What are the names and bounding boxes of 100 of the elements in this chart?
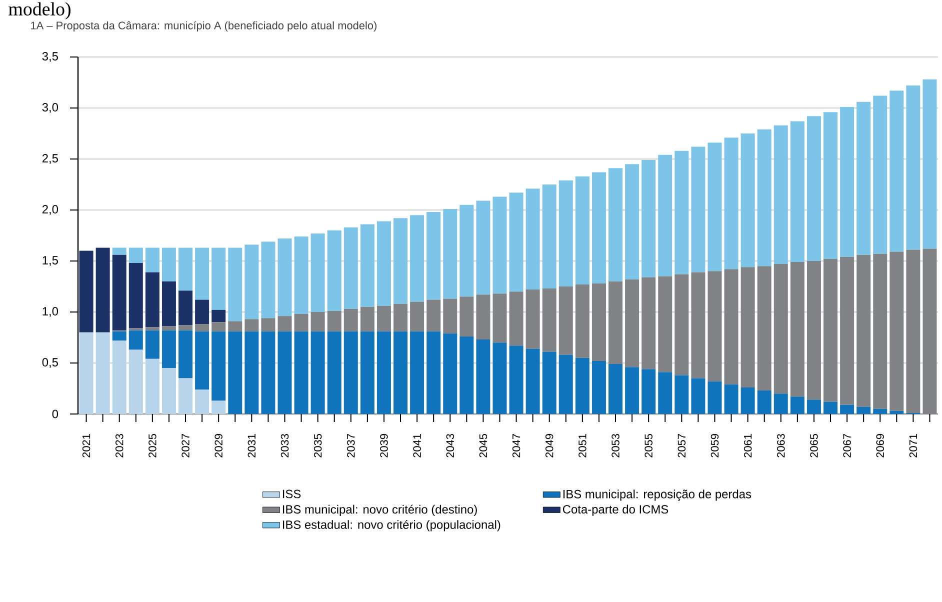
bar (79, 250, 94, 332)
bar (691, 378, 706, 414)
y-tick-label: 0 (52, 410, 58, 418)
bar (261, 331, 276, 414)
bar (327, 230, 342, 311)
bar (890, 252, 904, 411)
bar (542, 352, 556, 414)
bar (228, 331, 242, 414)
legend-label: IBS municipal: reposição de perdas (563, 490, 752, 501)
bar (476, 340, 490, 414)
bar (195, 331, 210, 390)
legend-label: IBS estadual: novo critério (populacional) (282, 520, 500, 532)
x-tick-label: 2047 (512, 434, 520, 458)
bar (112, 254, 126, 330)
bar (806, 400, 821, 414)
bar (112, 340, 126, 414)
x-tick-label: 2029 (214, 434, 222, 458)
bar (443, 333, 458, 414)
bar (261, 318, 276, 332)
text: modelo) (8, 2, 70, 20)
bar (476, 200, 490, 295)
y-tick-label: 2,5 (42, 154, 58, 164)
bar (906, 86, 920, 250)
bar (344, 308, 358, 332)
x-tick-label: 2069 (876, 434, 884, 458)
x-tick-label: 2021 (82, 434, 90, 458)
bar (674, 274, 689, 376)
bar (228, 248, 242, 322)
bar (509, 192, 524, 292)
bar (856, 254, 871, 407)
bar (757, 129, 772, 266)
bar (824, 112, 838, 259)
bar (376, 331, 391, 414)
x-tick-label: 2065 (810, 434, 818, 458)
bar (128, 350, 143, 414)
bar (426, 300, 441, 332)
bar (642, 369, 656, 414)
bar (526, 188, 540, 290)
bar (873, 96, 888, 254)
x-tick-label: 2043 (446, 434, 454, 458)
bar (558, 286, 573, 355)
bar (162, 326, 176, 330)
bar (691, 146, 706, 272)
bar (509, 292, 524, 346)
bar (360, 331, 374, 414)
bar (394, 304, 408, 332)
bar (642, 277, 656, 370)
bar (410, 215, 424, 302)
bar (890, 90, 904, 252)
bar (426, 331, 441, 414)
bar (724, 138, 738, 270)
bar (840, 404, 854, 414)
bar (658, 154, 672, 276)
bar (708, 381, 722, 414)
bar (625, 367, 640, 414)
bar (145, 327, 160, 330)
bar (757, 266, 772, 391)
bar (492, 196, 507, 294)
y-tick-label: 1,5 (42, 256, 58, 266)
bar (212, 322, 226, 332)
bar (526, 290, 540, 349)
x-tick-label: 2037 (347, 434, 355, 458)
bar (476, 294, 490, 340)
x-tick-label: 2053 (612, 434, 620, 458)
bar (592, 283, 606, 361)
bar (162, 248, 176, 282)
bar (327, 310, 342, 332)
legend-label: IBS municipal: novo critério (destino) (282, 504, 477, 516)
x-tick-label: 2057 (678, 434, 686, 458)
x-tick-label: 2033 (280, 434, 289, 458)
bar (824, 402, 838, 414)
bar (724, 384, 738, 414)
bar (625, 164, 640, 280)
bar (195, 390, 210, 414)
bar (806, 116, 821, 261)
bar (145, 330, 160, 359)
bar (460, 204, 474, 297)
bar (244, 244, 259, 320)
bar (608, 364, 623, 414)
x-tick-label: 2055 (644, 434, 652, 458)
x-tick-label: 2041 (413, 434, 421, 458)
bar (840, 256, 854, 405)
bar (212, 248, 226, 310)
bar (906, 250, 920, 413)
bar (575, 284, 590, 358)
bar (873, 254, 888, 409)
bar (740, 267, 755, 388)
bar (492, 342, 507, 414)
bar (394, 331, 408, 414)
bar (575, 358, 590, 414)
y-tick-label: 2,0 (42, 205, 58, 215)
bar (526, 348, 540, 414)
bar (426, 212, 441, 300)
bar (195, 324, 210, 332)
bar (162, 281, 176, 326)
bar (294, 314, 308, 332)
chart-title: 1A – Proposta da Câmara: município A (beneficiado pelo atual modelo) (31, 21, 376, 32)
bar (856, 102, 871, 255)
bar (195, 248, 210, 300)
x-tick-label: 2039 (380, 434, 388, 458)
